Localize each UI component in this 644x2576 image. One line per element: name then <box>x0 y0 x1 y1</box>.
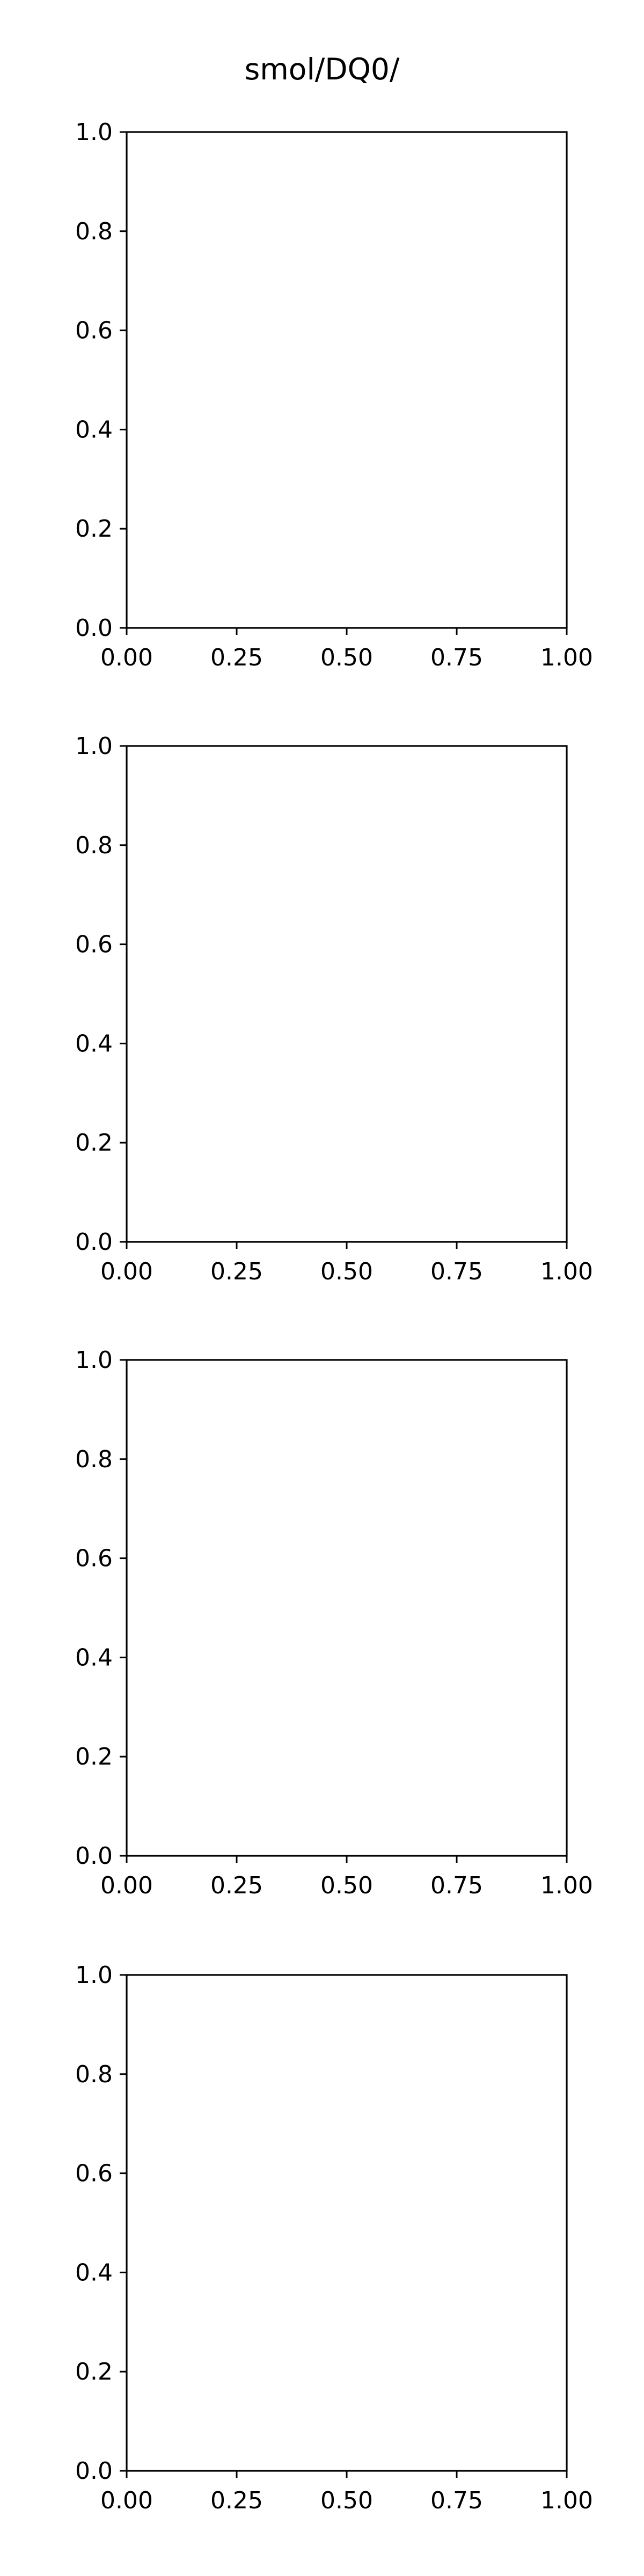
y-tick-label: 0.4 <box>75 1644 113 1671</box>
y-tick-label: 1.0 <box>75 1962 113 1989</box>
x-tick-label: 1.00 <box>540 1258 593 1285</box>
y-tick-label: 0.2 <box>75 2358 113 2385</box>
x-tick-label: 0.50 <box>320 1258 373 1285</box>
x-tick-label: 1.00 <box>540 644 593 671</box>
x-tick-label: 0.75 <box>430 644 483 671</box>
y-tick-label: 0.4 <box>75 1030 113 1057</box>
x-tick-label: 1.00 <box>540 1872 593 1899</box>
subplot-4: 0.0 0.2 0.4 0.6 0.8 1.0 0.00 0.25 0.50 0.75 1.00 <box>75 1962 593 2514</box>
x-tick-label: 0.75 <box>430 2487 483 2514</box>
y-tick-label: 0.0 <box>75 1842 113 1870</box>
y-tick-label: 0.8 <box>75 1446 113 1473</box>
x-tick-label: 0.50 <box>320 644 373 671</box>
x-tick-label: 0.50 <box>320 1872 373 1899</box>
x-tick-label: 0.25 <box>210 1872 263 1899</box>
axes-frame <box>126 745 568 1243</box>
y-tick-label: 0.2 <box>75 515 113 543</box>
subplot-3: 0.0 0.2 0.4 0.6 0.8 1.0 0.00 0.25 0.50 0.75 1.00 <box>75 1346 593 1899</box>
y-tick-label: 0.6 <box>75 317 113 345</box>
axes-frame <box>126 131 568 629</box>
figure-title: smol/DQ0/ <box>245 52 400 86</box>
x-tick-label: 0.25 <box>210 1258 263 1285</box>
subplot-1: 0.0 0.2 0.4 0.6 0.8 1.0 0.00 0.25 0.50 0.75 1.00 <box>75 119 593 671</box>
y-tick-label: 0.8 <box>75 2061 113 2088</box>
y-tick-label: 0.8 <box>75 832 113 859</box>
y-tick-label: 0.6 <box>75 931 113 958</box>
y-tick-label: 0.2 <box>75 1743 113 1770</box>
y-tick-label: 1.0 <box>75 119 113 146</box>
y-tick-label: 0.4 <box>75 2259 113 2286</box>
axes-frame <box>126 1359 568 1857</box>
y-tick-label: 0.4 <box>75 416 113 443</box>
y-tick-label: 1.0 <box>75 733 113 760</box>
y-tick-label: 0.0 <box>75 1228 113 1256</box>
x-tick-label: 0.00 <box>100 1258 153 1285</box>
y-tick-label: 0.0 <box>75 614 113 642</box>
y-tick-label: 0.0 <box>75 2457 113 2485</box>
x-tick-label: 0.25 <box>210 644 263 671</box>
y-tick-label: 0.6 <box>75 2160 113 2187</box>
y-tick-label: 0.2 <box>75 1129 113 1157</box>
subplot-2: 0.0 0.2 0.4 0.6 0.8 1.0 0.00 0.25 0.50 0.75 1.00 <box>75 733 593 1285</box>
x-tick-label: 0.00 <box>100 2487 153 2514</box>
y-tick-label: 0.8 <box>75 218 113 245</box>
x-tick-label: 0.25 <box>210 2487 263 2514</box>
x-tick-label: 0.75 <box>430 1872 483 1899</box>
x-tick-label: 0.75 <box>430 1258 483 1285</box>
y-tick-label: 1.0 <box>75 1346 113 1374</box>
x-tick-label: 1.00 <box>540 2487 593 2514</box>
axes-container: 0.00.20.40.60.81.00.00 0.25 0.50 0.75 1.000.… <box>75 119 593 2514</box>
x-tick-label: 0.50 <box>320 2487 373 2514</box>
axes-frame <box>126 1974 568 2472</box>
x-tick-label: 0.00 <box>100 644 153 671</box>
x-tick-label: 0.00 <box>100 1872 153 1899</box>
y-tick-label: 0.6 <box>75 1545 113 1572</box>
